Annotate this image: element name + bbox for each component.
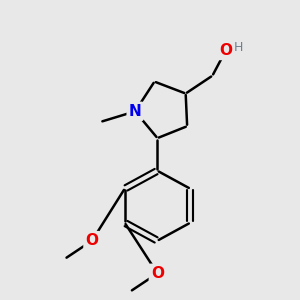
Text: O: O bbox=[85, 233, 98, 248]
Text: O: O bbox=[151, 266, 164, 281]
Text: O: O bbox=[219, 43, 232, 58]
Text: N: N bbox=[129, 104, 142, 119]
Text: H: H bbox=[234, 41, 243, 54]
